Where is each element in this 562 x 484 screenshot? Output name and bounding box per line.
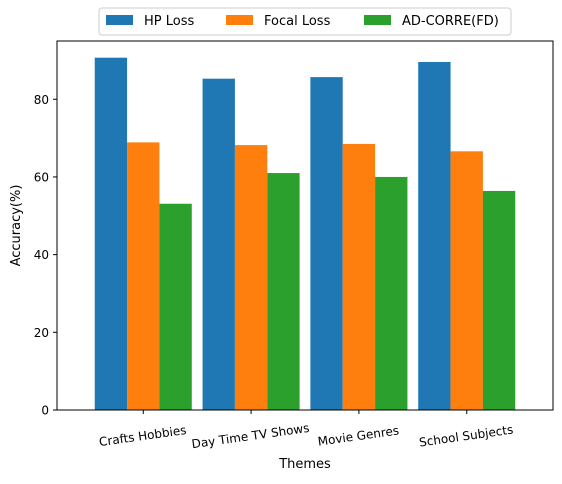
y-tick-label: 0 — [41, 404, 49, 418]
bar-ad-corre-fd--2 — [375, 176, 408, 410]
bar-hp-loss-2 — [310, 77, 343, 410]
bar-hp-loss-0 — [94, 57, 128, 410]
bar-hp-loss-1 — [202, 78, 235, 410]
bar-ad-corre-fd--3 — [482, 190, 516, 410]
y-axis-label: Accuracy(%) — [9, 185, 24, 267]
legend-label: Focal Loss — [264, 14, 331, 29]
legend-label: AD-CORRE(FD) — [402, 14, 499, 29]
legend-swatch — [226, 15, 253, 25]
legend-swatch — [364, 15, 391, 25]
bar-focal-loss-1 — [234, 145, 268, 410]
bar-ad-corre-fd--1 — [267, 173, 300, 410]
y-tick-label: 80 — [34, 93, 49, 107]
legend: HP Loss Focal Loss AD-CORRE(FD) — [98, 7, 512, 36]
y-axis: 0 20 40 60 80 — [34, 93, 57, 418]
legend-swatch — [106, 15, 133, 25]
plot-frame — [56, 40, 554, 411]
bar-focal-loss-3 — [450, 151, 483, 410]
bar-focal-loss-0 — [127, 142, 160, 410]
bar-ad-corre-fd--0 — [159, 203, 192, 410]
y-tick-label: 40 — [34, 248, 49, 262]
bar-hp-loss-3 — [418, 61, 451, 411]
x-tick-label: Crafts Hobbies — [98, 423, 187, 449]
x-tick-label: Day Time TV Shows — [191, 421, 310, 451]
bars-layer — [94, 57, 516, 411]
x-axis-label: Themes — [278, 457, 331, 472]
x-tick-label: School Subjects — [418, 423, 514, 450]
y-tick-label: 20 — [34, 326, 49, 340]
x-tick-label: Movie Genres — [317, 423, 400, 448]
y-tick-label: 60 — [34, 170, 49, 184]
x-axis: Crafts Hobbies Day Time TV Shows Movie Gen… — [98, 410, 514, 451]
legend-label: HP Loss — [144, 14, 194, 29]
bar-focal-loss-2 — [342, 143, 376, 410]
legend-box — [98, 7, 512, 36]
